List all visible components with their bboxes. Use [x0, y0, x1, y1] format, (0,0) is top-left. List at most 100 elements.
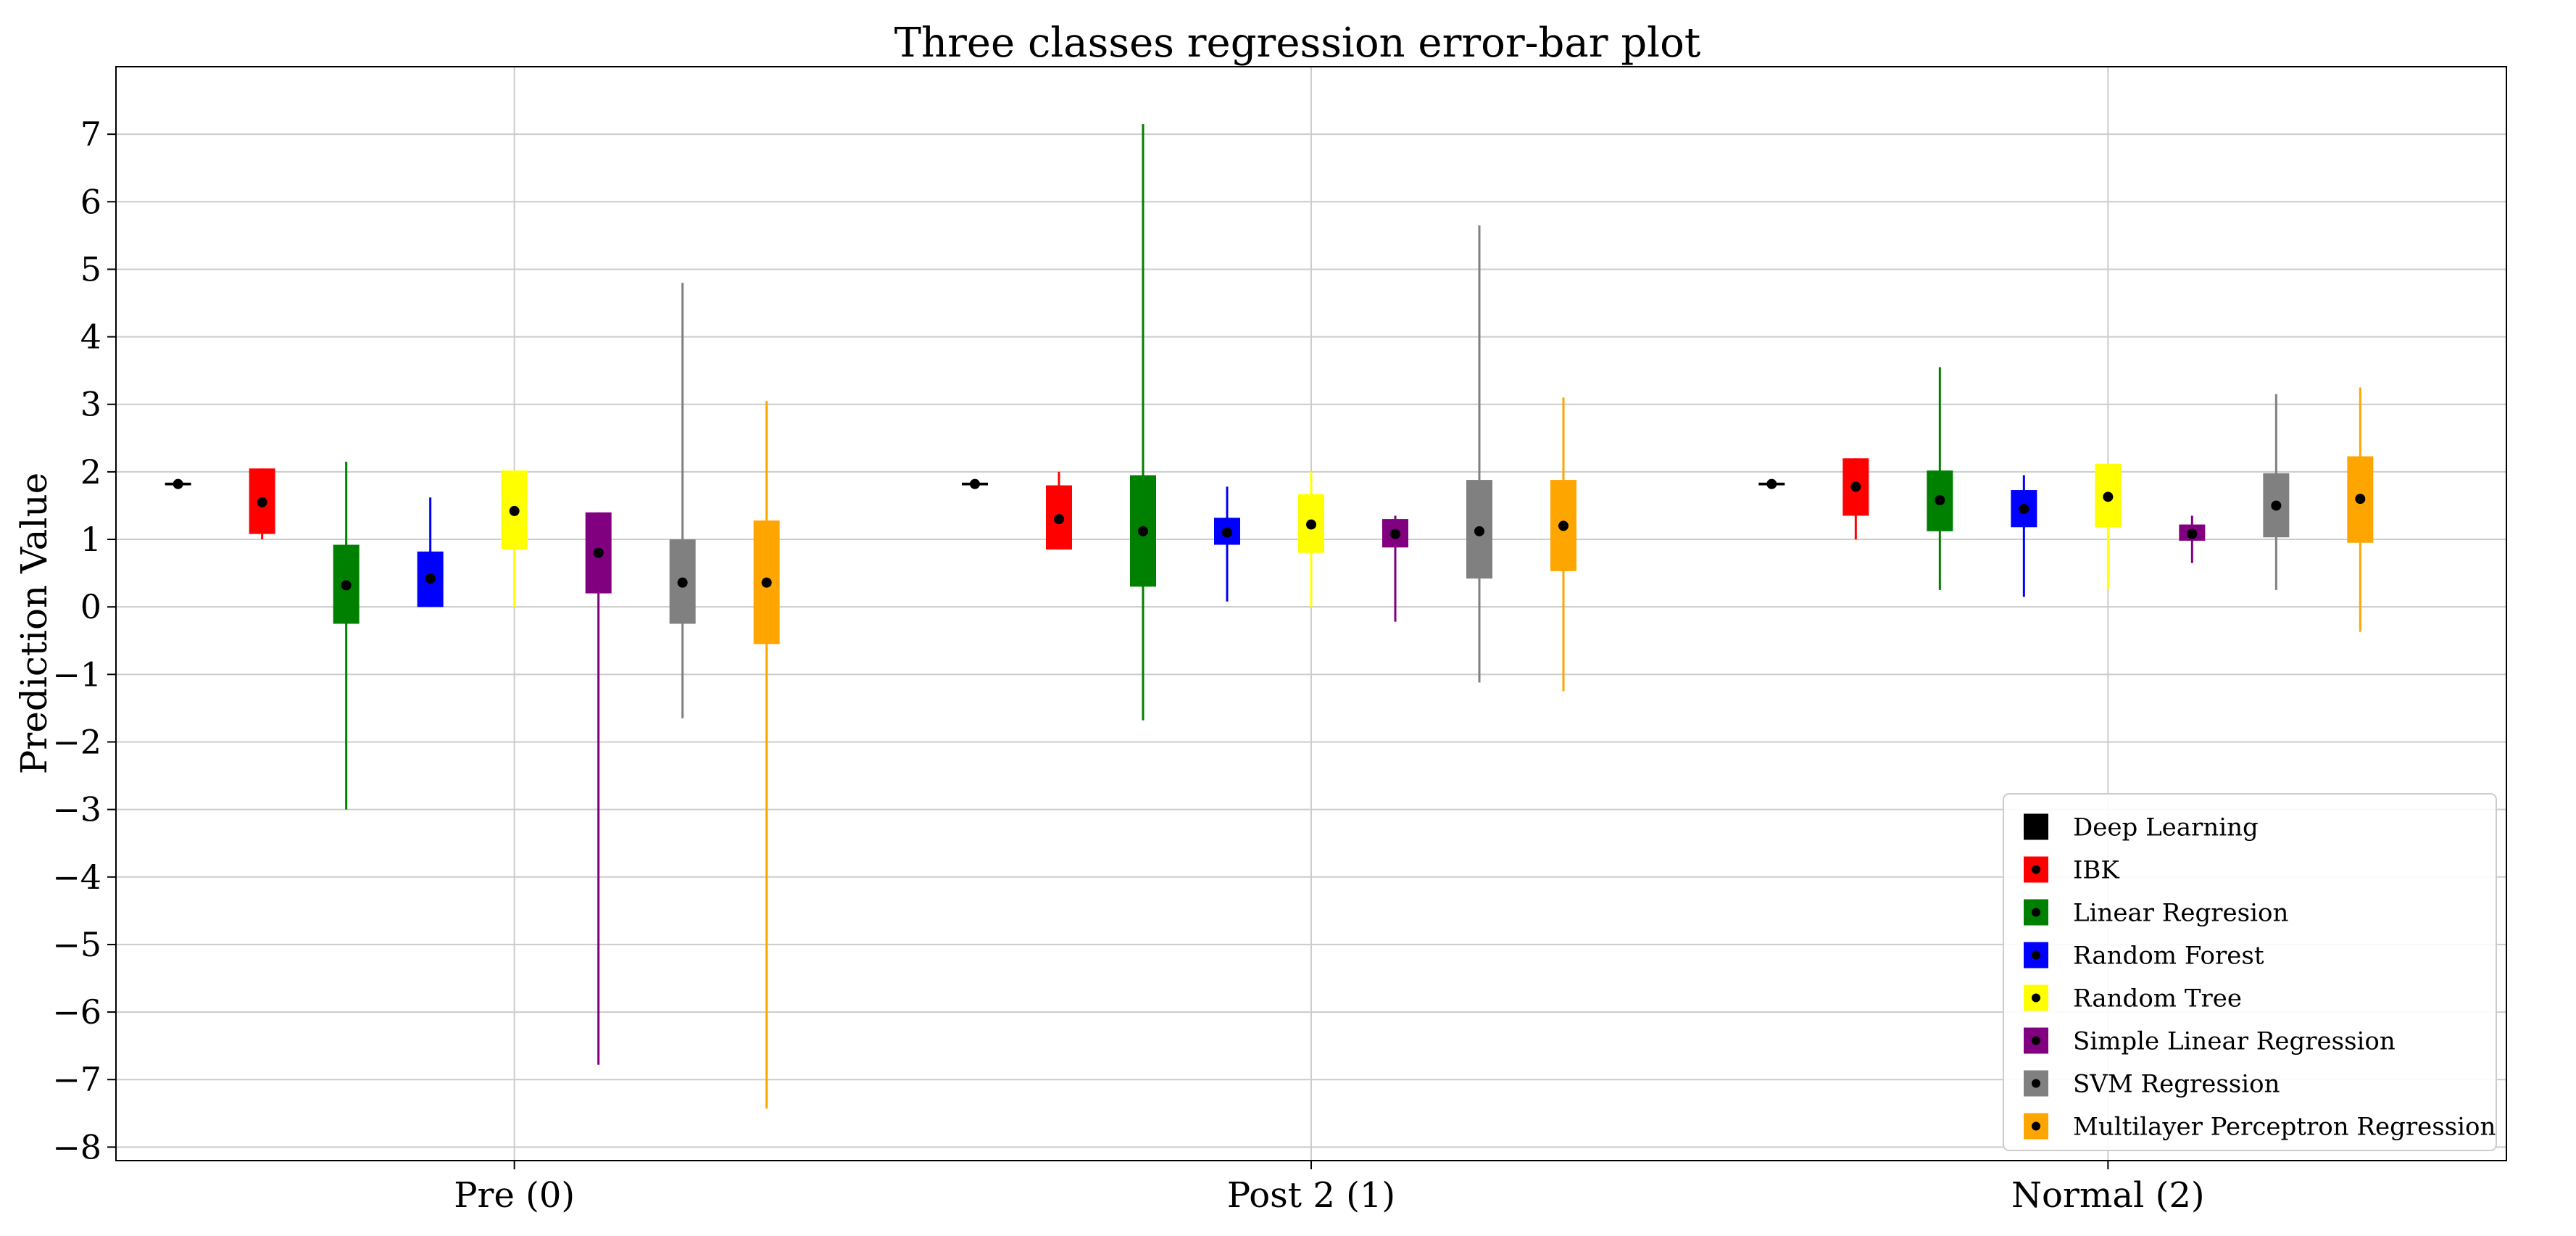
legend-marker [2032, 1036, 2040, 1045]
y-tick-label: 4 [80, 318, 101, 357]
legend-marker [2032, 950, 2040, 960]
error-bar-group [1466, 225, 1492, 683]
y-tick-label: 7 [80, 115, 101, 154]
legend-label: Deep Learning [2073, 813, 2259, 842]
legend-item: Random Forest [2024, 942, 2264, 971]
legend-item: IBK [2024, 856, 2119, 885]
error-bar-group [585, 512, 612, 1065]
y-axis-label: Prediction Value [13, 473, 55, 775]
y-tick-label: 2 [80, 452, 101, 492]
legend-swatch [2024, 813, 2048, 840]
error-bar-group [249, 468, 275, 540]
legend-item: Linear Regresion [2024, 899, 2288, 928]
x-tick-label: Post 2 (1) [1227, 1175, 1395, 1216]
mean-point [509, 505, 520, 516]
error-bar-group [501, 470, 528, 607]
legend-marker [2032, 1121, 2040, 1131]
error-bar-group [1758, 478, 1785, 489]
y-tick-label: 1 [80, 520, 101, 559]
legend-item: SVM Regression [2024, 1070, 2280, 1099]
legend-item: Deep Learning [2024, 813, 2259, 842]
y-tick-label: 6 [80, 182, 101, 221]
error-bar-group [1298, 471, 1324, 607]
y-tick-label: −3 [52, 790, 101, 829]
error-bar-group [1382, 515, 1408, 622]
error-bar-group [417, 497, 444, 607]
mean-point [1850, 481, 1861, 492]
mean-point [2187, 528, 2198, 539]
legend-item: Simple Linear Regression [2024, 1027, 2396, 1056]
legend: Deep Learning IBK Linear Regresion Random F… [2003, 793, 2497, 1151]
mean-point [1138, 526, 1148, 536]
chart-title: Three classes regression error-bar plot [894, 20, 1701, 67]
legend-item: Multilayer Perceptron Regression [2024, 1113, 2496, 1142]
mean-point [1474, 526, 1484, 536]
legend-label: Linear Regresion [2073, 899, 2288, 928]
mean-point [341, 580, 352, 591]
error-bars [165, 124, 2374, 1109]
mean-point [1558, 520, 1569, 531]
y-tick-label: −1 [52, 655, 101, 694]
x-tick-label: Pre (0) [454, 1175, 575, 1216]
mean-point [1766, 478, 1777, 489]
y-tick-label: 3 [80, 385, 101, 424]
legend-frame [2003, 793, 2497, 1151]
error-bar-group [2347, 387, 2374, 632]
mean-point [1390, 528, 1400, 539]
legend-marker [2032, 1079, 2040, 1088]
mean-point [257, 497, 267, 507]
error-bar-group [165, 478, 191, 489]
legend-label: Random Tree [2073, 984, 2242, 1013]
x-axis-ticks: Pre (0) Post 2 (1) Normal (2) [454, 1161, 2205, 1216]
legend-label: Multilayer Perceptron Regression [2073, 1113, 2496, 1142]
error-bar-group [1927, 367, 1953, 590]
y-tick-label: −8 [52, 1127, 101, 1166]
y-tick-label: −6 [52, 992, 101, 1032]
legend-label: Simple Linear Regression [2073, 1027, 2396, 1056]
y-tick-label: −7 [52, 1060, 101, 1099]
y-tick-label: −5 [52, 925, 101, 964]
error-bar-group [669, 283, 696, 718]
y-tick-label: −2 [52, 722, 101, 761]
legend-marker [2032, 993, 2040, 1003]
y-axis-ticks: −8 −7 −6 −5 −4 −3 −2 −1 0 1 2 3 4 5 6 7 [52, 115, 116, 1166]
error-bar-group [2011, 475, 2037, 597]
mean-point [761, 577, 772, 588]
error-bar-group [2263, 394, 2290, 590]
mean-point [593, 547, 604, 558]
mean-point [173, 478, 183, 489]
legend-item: Random Tree [2024, 984, 2242, 1013]
mean-point [1054, 514, 1064, 525]
mean-point [2103, 492, 2114, 502]
mean-point [425, 573, 436, 584]
error-bar-group [962, 478, 988, 489]
error-bar-group [1842, 458, 1869, 540]
legend-marker [2032, 908, 2040, 917]
mean-point [1935, 495, 1945, 506]
error-bar-group [1550, 397, 1576, 692]
mean-point [2355, 494, 2366, 505]
legend-label: Random Forest [2073, 942, 2264, 971]
mean-point [1306, 519, 1316, 530]
error-bar-group [1214, 486, 1240, 602]
error-bar-group [1046, 471, 1072, 550]
mean-point [970, 478, 980, 489]
mean-point [677, 577, 688, 588]
y-tick-label: 5 [80, 249, 101, 289]
error-bar-group [1130, 124, 1156, 721]
y-tick-label: −4 [52, 858, 101, 897]
mean-point [2019, 504, 2029, 515]
y-tick-label: 0 [80, 587, 101, 626]
legend-label: IBK [2073, 856, 2119, 885]
mean-point [1222, 527, 1232, 538]
x-tick-label: Normal (2) [2011, 1175, 2205, 1216]
mean-point [2271, 500, 2282, 511]
error-bar-group [2179, 515, 2206, 563]
error-bar-group [333, 461, 360, 810]
legend-marker [2032, 865, 2040, 874]
error-bar-group [753, 401, 780, 1109]
legend-label: SVM Regression [2073, 1070, 2280, 1099]
error-bar-group [2095, 463, 2122, 590]
